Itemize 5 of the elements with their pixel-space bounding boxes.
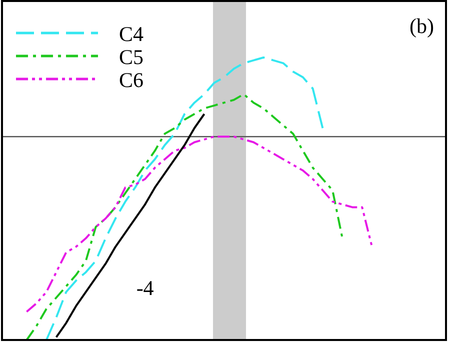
- legend-label: C5: [119, 45, 144, 69]
- text: (b): [410, 14, 434, 38]
- annotation: -4: [136, 276, 154, 300]
- legend-label: C4: [119, 22, 144, 46]
- legend-label: C6: [119, 68, 144, 92]
